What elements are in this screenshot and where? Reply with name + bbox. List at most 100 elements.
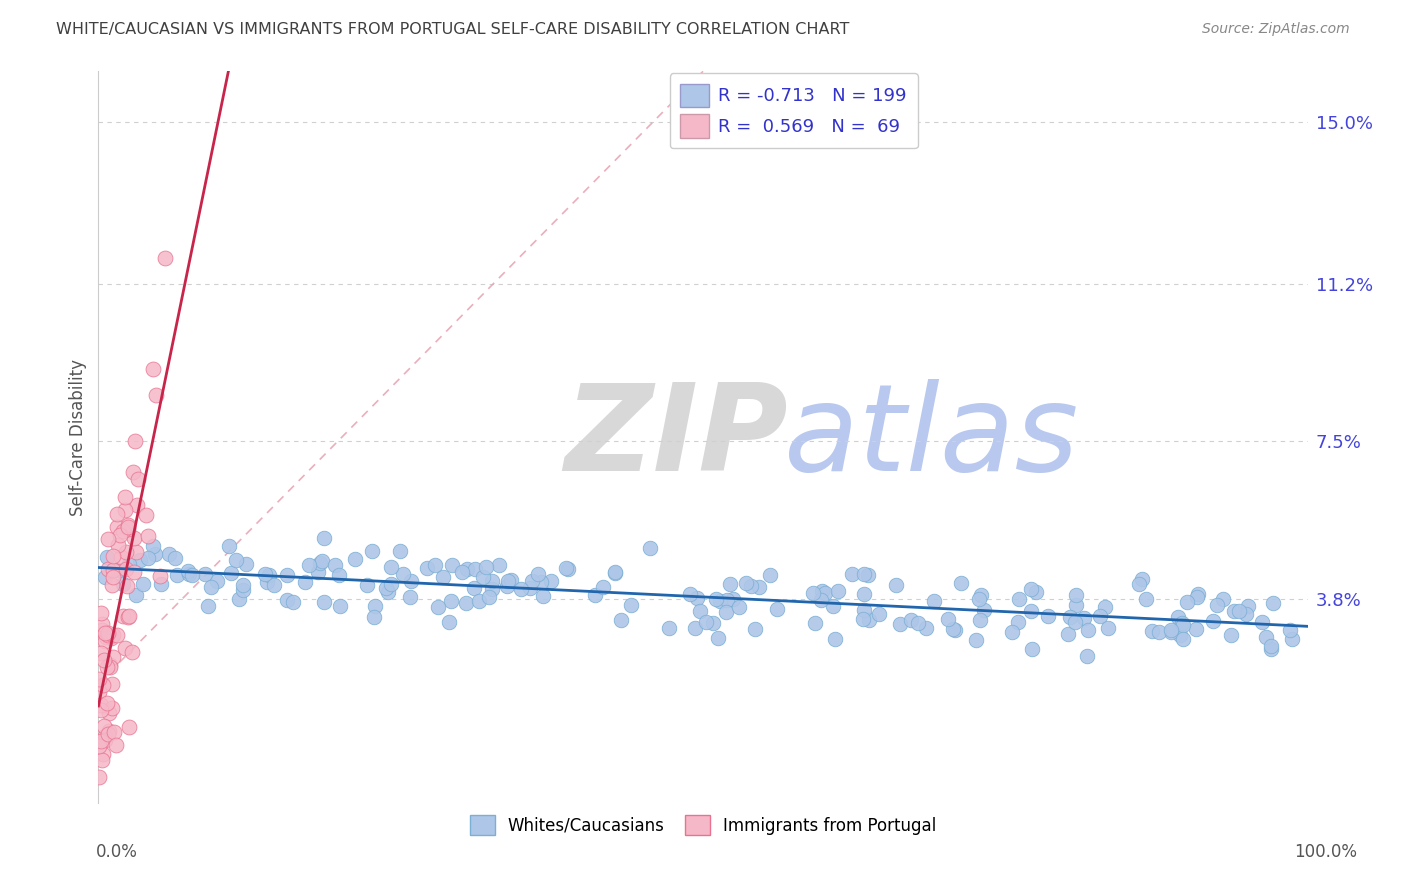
Text: ZIP: ZIP [564, 378, 787, 496]
Point [686, 591, 709, 605]
Point [1160, 624, 1182, 639]
Point [766, 602, 789, 616]
Point [111, 524, 134, 539]
Point [679, 587, 702, 601]
Point [361, 544, 384, 558]
Point [87, 672, 110, 686]
Point [425, 558, 447, 573]
Point [105, 520, 128, 534]
Point [122, 566, 145, 580]
Point [90, 646, 112, 660]
Point [856, 568, 879, 582]
Point [1008, 591, 1031, 606]
Point [401, 574, 423, 588]
Point [969, 588, 991, 602]
Point [1185, 622, 1208, 636]
Point [440, 558, 463, 573]
Point [276, 568, 298, 582]
Point [1260, 639, 1282, 653]
Point [467, 594, 489, 608]
Point [706, 631, 728, 645]
Text: WHITE/CAUCASIAN VS IMMIGRANTS FROM PORTUGAL SELF-CARE DISABILITY CORRELATION CHA: WHITE/CAUCASIAN VS IMMIGRANTS FROM PORTU… [56, 22, 849, 37]
Point [205, 574, 228, 588]
Point [1064, 598, 1087, 612]
Point [87, 771, 110, 785]
Point [1202, 614, 1225, 628]
Point [101, 549, 124, 563]
Point [363, 610, 385, 624]
Point [495, 579, 517, 593]
Point [149, 569, 172, 583]
Point [1160, 623, 1182, 637]
Point [103, 627, 125, 641]
Point [803, 615, 825, 630]
Point [1254, 630, 1277, 644]
Point [312, 595, 335, 609]
Point [115, 579, 138, 593]
Point [177, 567, 200, 582]
Point [89, 685, 111, 699]
Point [153, 252, 176, 266]
Point [488, 558, 510, 572]
Point [380, 560, 402, 574]
Point [557, 562, 579, 576]
Point [886, 578, 908, 592]
Point [96, 660, 118, 674]
Point [253, 566, 276, 581]
Point [520, 574, 543, 589]
Point [801, 586, 824, 600]
Point [93, 653, 115, 667]
Point [1234, 607, 1257, 622]
Point [307, 566, 329, 580]
Point [121, 645, 143, 659]
Point [685, 621, 707, 635]
Point [91, 678, 114, 692]
Point [1205, 599, 1227, 613]
Point [716, 593, 738, 607]
Point [118, 609, 141, 624]
Text: 0.0%: 0.0% [96, 843, 138, 861]
Point [1212, 591, 1234, 606]
Point [689, 604, 711, 618]
Point [197, 599, 219, 614]
Point [744, 622, 766, 636]
Point [463, 581, 485, 595]
Point [97, 562, 120, 576]
Point [107, 563, 129, 577]
Point [814, 586, 837, 600]
Point [90, 703, 112, 717]
Point [1263, 596, 1285, 610]
Point [620, 599, 643, 613]
Point [827, 584, 849, 599]
Point [90, 734, 112, 748]
Point [527, 567, 550, 582]
Point [118, 557, 141, 571]
Point [720, 577, 742, 591]
Point [105, 507, 128, 521]
Point [1140, 624, 1163, 638]
Point [325, 558, 347, 573]
Text: 100.0%: 100.0% [1294, 843, 1357, 861]
Point [1097, 622, 1119, 636]
Point [364, 599, 387, 614]
Point [142, 362, 165, 376]
Point [1167, 609, 1189, 624]
Point [276, 593, 298, 607]
Point [117, 517, 139, 532]
Point [1185, 591, 1208, 605]
Point [868, 607, 890, 622]
Y-axis label: Self-Care Disability: Self-Care Disability [69, 359, 87, 516]
Point [96, 549, 118, 564]
Point [166, 568, 188, 582]
Point [111, 609, 134, 624]
Point [103, 649, 125, 664]
Point [841, 567, 863, 582]
Point [93, 747, 115, 761]
Point [125, 545, 148, 559]
Point [344, 552, 367, 566]
Point [263, 578, 285, 592]
Point [1130, 573, 1153, 587]
Point [1135, 591, 1157, 606]
Point [531, 590, 554, 604]
Point [1220, 627, 1243, 641]
